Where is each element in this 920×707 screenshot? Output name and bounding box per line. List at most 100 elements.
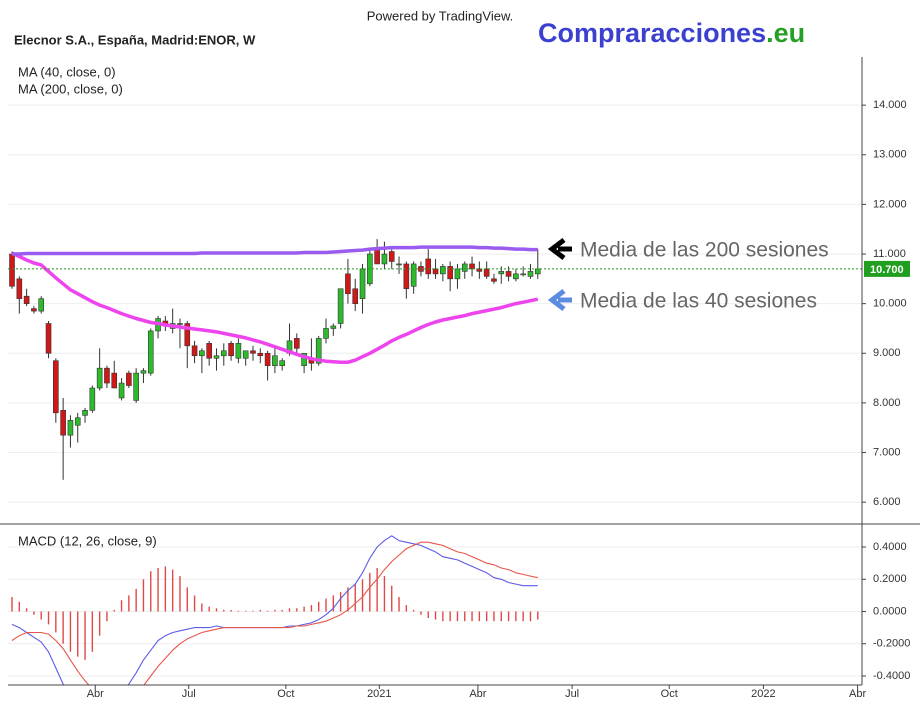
candle-body xyxy=(264,352,271,366)
legend-entry: MA (40, close, 0) xyxy=(18,64,116,79)
candle-body xyxy=(111,372,118,389)
candle-body xyxy=(315,338,322,364)
candle-body xyxy=(272,355,278,366)
brand-tld: .eu xyxy=(766,18,805,48)
y-tick-label: 10.000 xyxy=(873,298,907,310)
annotation: Media de las 40 sesiones xyxy=(580,290,817,313)
candle-body xyxy=(432,268,439,275)
candle-body xyxy=(257,352,264,357)
candle-body xyxy=(206,343,212,359)
price-pane xyxy=(8,104,862,503)
y-tick-label: 8.000 xyxy=(873,397,901,409)
candle-body xyxy=(301,352,307,366)
candle-body xyxy=(53,360,59,414)
arrow xyxy=(547,289,572,311)
y-tick-label: 13.000 xyxy=(873,149,907,161)
candle-body xyxy=(126,372,132,386)
candle-body xyxy=(505,271,512,277)
macd-title: MACD (12, 26, close, 9) xyxy=(18,533,157,548)
macd-line xyxy=(11,541,538,685)
candle-body xyxy=(374,248,380,265)
y-tick-label: 0.2000 xyxy=(873,573,907,585)
x-tick-label: Jul xyxy=(182,688,196,700)
candle-body xyxy=(527,271,534,277)
y-tick-label: 0.4000 xyxy=(873,541,907,553)
candle-body xyxy=(359,268,366,299)
annotation: Media de las 200 sesiones xyxy=(580,239,829,262)
candle-body xyxy=(345,273,351,295)
macd-line xyxy=(11,535,538,685)
candle-body xyxy=(89,387,96,411)
ma-line xyxy=(11,251,539,364)
candle-body xyxy=(147,330,154,374)
candle-body xyxy=(461,263,468,272)
candle-body xyxy=(447,266,453,280)
candle-body xyxy=(403,263,410,290)
candle-body xyxy=(294,338,300,349)
candle-body xyxy=(440,266,446,275)
brand: Compraracciones.eu xyxy=(538,18,805,48)
powered-by: Powered by TradingView. xyxy=(367,8,513,23)
last-price-box xyxy=(864,260,910,277)
candle-body xyxy=(352,288,359,304)
candle-body xyxy=(140,370,147,374)
x-tick-label: 2022 xyxy=(751,688,775,700)
y-tick-label: 11.000 xyxy=(873,248,906,260)
candle-body xyxy=(520,273,526,276)
y-tick-label: 7.000 xyxy=(873,446,901,458)
candle-body xyxy=(213,355,220,359)
candle-body xyxy=(118,382,125,399)
candle-body xyxy=(31,308,37,312)
candle-body xyxy=(82,410,88,416)
candle-body xyxy=(381,253,388,265)
candle-body xyxy=(38,298,45,312)
candle-body xyxy=(16,278,23,299)
candle-body xyxy=(250,350,256,354)
x-tick-label: Abr xyxy=(849,688,866,700)
candle-body xyxy=(425,258,432,275)
y-tick-label: 9.000 xyxy=(873,347,901,359)
candle-body xyxy=(337,288,344,324)
candle-body xyxy=(279,360,286,366)
y-tick-label: -0.4000 xyxy=(873,670,910,682)
x-tick-label: Abr xyxy=(87,688,104,700)
candle-body xyxy=(476,268,483,272)
arrow xyxy=(547,238,572,260)
candle-body xyxy=(534,268,541,275)
candle-body xyxy=(454,268,461,280)
candle-body xyxy=(330,325,337,329)
legend-entry: MA (200, close, 0) xyxy=(18,81,123,96)
chart-title: Elecnor S.A., España, Madrid:ENOR, W xyxy=(14,32,256,47)
candle-body xyxy=(60,410,66,436)
x-tick-label: 2021 xyxy=(367,688,391,700)
ma-line xyxy=(12,245,538,256)
x-tick-label: Abr xyxy=(469,688,486,700)
y-tick-label: 6.000 xyxy=(873,496,901,508)
brand-name: Compraracciones xyxy=(538,18,766,48)
candle-body xyxy=(469,263,475,270)
candle-body xyxy=(96,367,103,389)
candle-body xyxy=(513,273,519,280)
y-tick-label: 12.000 xyxy=(873,198,907,210)
candle-body xyxy=(9,253,15,287)
candle-body xyxy=(45,323,52,354)
candle-body xyxy=(235,343,242,359)
x-tick-label: Oct xyxy=(277,688,294,700)
candle-body xyxy=(220,350,227,357)
x-tick-label: Jul xyxy=(565,688,579,700)
candle-body xyxy=(184,323,191,347)
candle-body xyxy=(133,372,139,401)
candle-body xyxy=(199,350,205,357)
x-tick-label: Oct xyxy=(661,688,678,700)
y-tick-label: -0.2000 xyxy=(873,638,910,650)
candle-body xyxy=(491,278,497,282)
candle-body xyxy=(177,323,183,325)
candle-body xyxy=(228,343,234,357)
candle-body xyxy=(104,367,110,384)
candle-body xyxy=(242,350,249,359)
macd-pane xyxy=(8,535,862,685)
y-tick-label: 14.000 xyxy=(873,99,907,111)
candle-body xyxy=(410,263,417,287)
candle-body xyxy=(388,251,395,262)
